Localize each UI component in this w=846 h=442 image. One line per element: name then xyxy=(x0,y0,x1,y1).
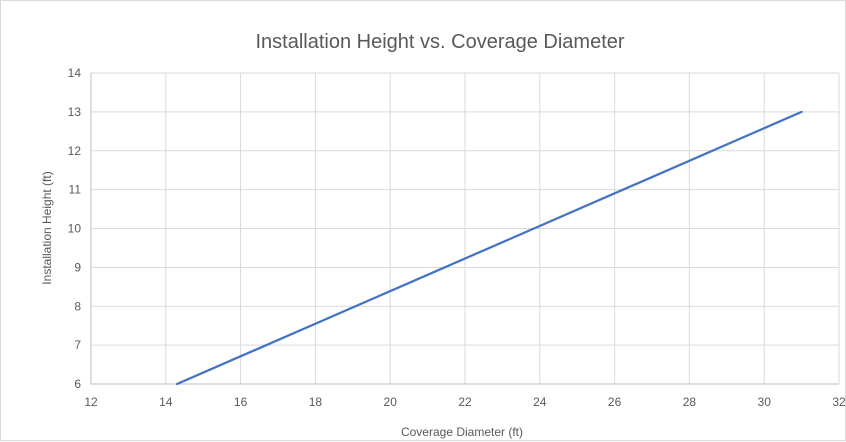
x-tick-label: 16 xyxy=(234,395,248,409)
y-tick-label: 11 xyxy=(69,183,82,197)
x-tick-label: 28 xyxy=(683,395,697,409)
y-tick-label: 13 xyxy=(68,105,82,119)
x-tick-label: 14 xyxy=(159,395,173,409)
x-tick-label: 26 xyxy=(608,395,622,409)
y-tick-label: 12 xyxy=(68,144,82,158)
y-tick-label: 9 xyxy=(74,260,81,274)
x-tick-label: 30 xyxy=(758,395,772,409)
y-tick-label: 7 xyxy=(74,338,81,352)
y-tick-label: 10 xyxy=(68,222,82,236)
y-axis-title: Installation Height (ft) xyxy=(40,171,54,284)
x-tick-label: 32 xyxy=(832,395,846,409)
x-tick-label: 12 xyxy=(84,395,98,409)
y-tick-label: 8 xyxy=(74,299,81,313)
x-tick-label: 22 xyxy=(458,395,472,409)
axes xyxy=(90,73,839,385)
series-line xyxy=(175,110,803,386)
y-tick-label: 6 xyxy=(74,377,81,391)
y-tick-label: 14 xyxy=(68,66,82,80)
x-tick-label: 18 xyxy=(309,395,323,409)
tick-labels: 6 7 8 9 10 11 12 13 14 12 14 16 18 20 22 24 26 28 30 32 xyxy=(68,66,846,409)
chart-title: Installation Height vs. Coverage Diamete… xyxy=(255,31,624,53)
x-tick-label: 20 xyxy=(384,395,398,409)
x-axis-title: Coverage Diameter (ft) xyxy=(401,425,523,439)
series-layer xyxy=(175,110,803,386)
gridlines xyxy=(91,72,840,384)
x-tick-label: 24 xyxy=(533,395,547,409)
